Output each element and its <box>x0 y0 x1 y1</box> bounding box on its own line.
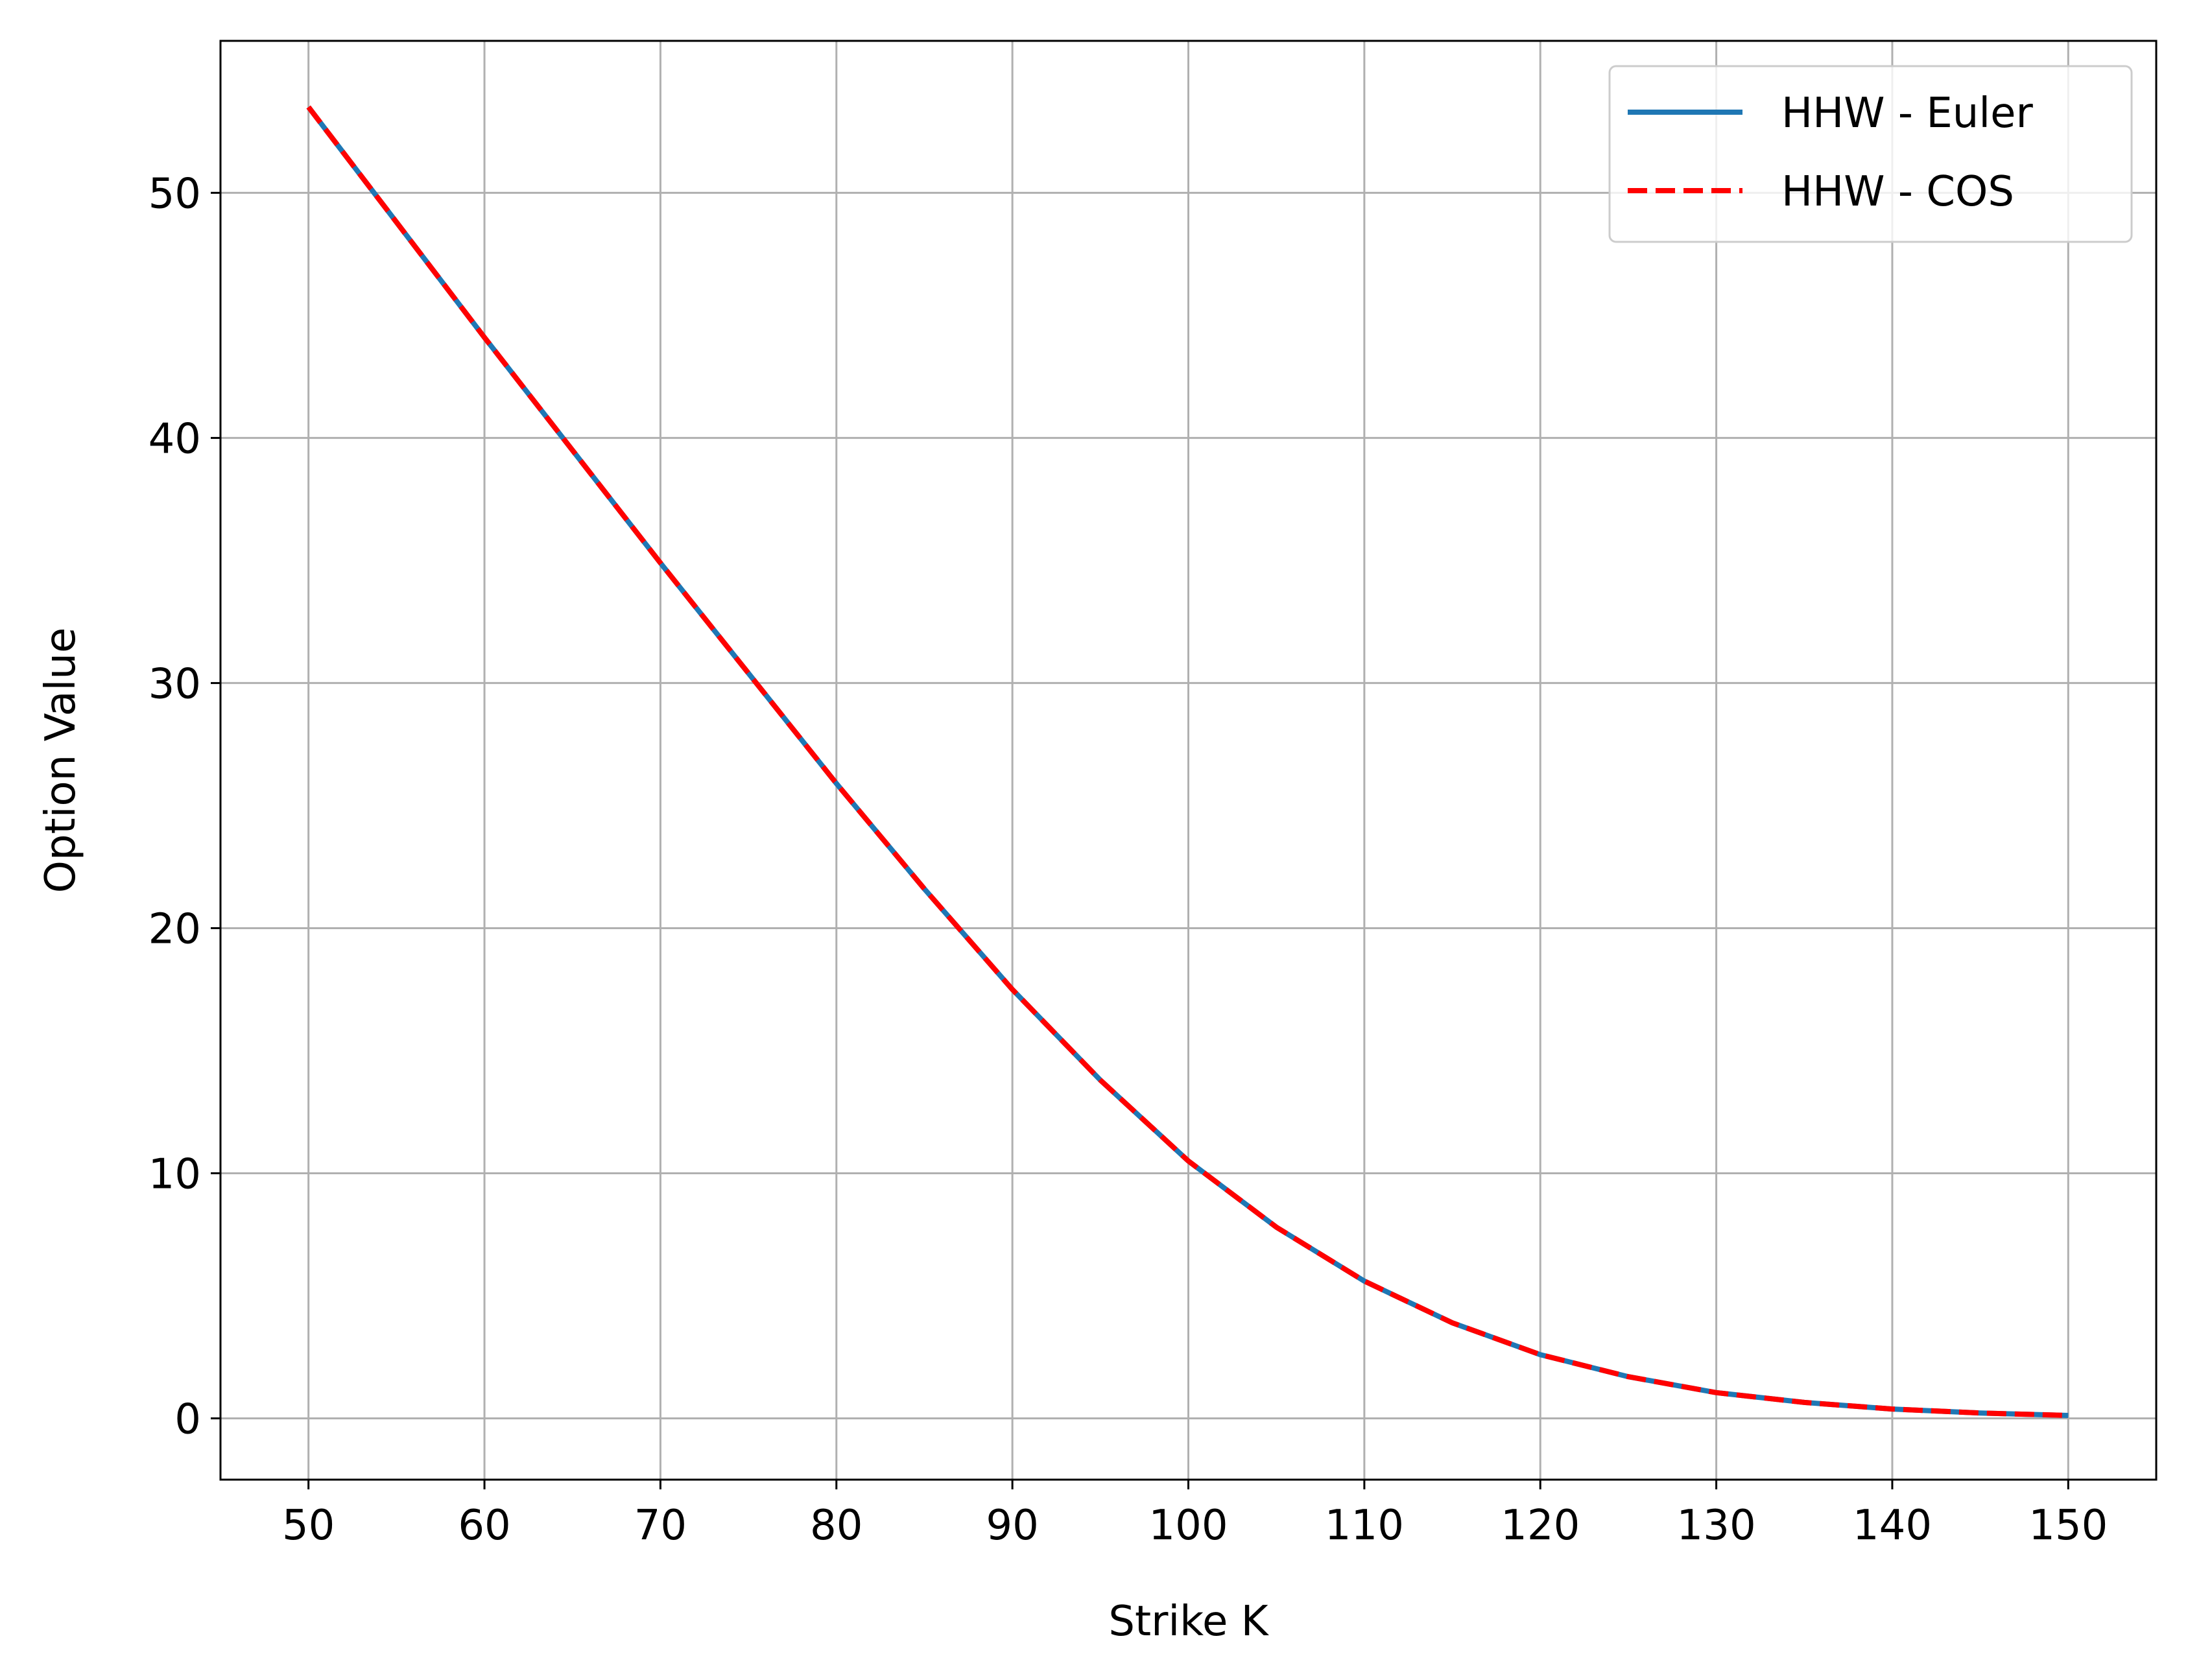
y-tick-label: 20 <box>149 905 201 953</box>
x-tick-label: 130 <box>1677 1502 1756 1550</box>
x-tick-label: 50 <box>282 1502 335 1550</box>
x-tick-label: 150 <box>2028 1502 2108 1550</box>
x-tick-label: 120 <box>1501 1502 1580 1550</box>
y-tick-label: 50 <box>149 170 201 218</box>
x-tick-label: 70 <box>634 1502 687 1550</box>
x-tick-label: 80 <box>810 1502 862 1550</box>
y-tick-label: 40 <box>149 415 201 463</box>
y-axis-label: Option Value <box>37 628 85 893</box>
x-tick-label: 110 <box>1325 1502 1404 1550</box>
legend-label-euler: HHW - Euler <box>1781 89 2033 137</box>
x-tick-label: 100 <box>1148 1502 1228 1550</box>
y-tick-label: 30 <box>149 660 201 708</box>
y-tick-label: 0 <box>174 1395 201 1443</box>
series-line-cos <box>306 105 2069 1418</box>
legend: HHW - Euler HHW - COS <box>1608 65 2133 243</box>
x-axis-label: Strike K <box>1108 1598 1269 1646</box>
y-tick-label: 10 <box>149 1150 201 1198</box>
legend-label-cos: HHW - COS <box>1781 168 2014 216</box>
x-tick-label: 90 <box>986 1502 1038 1550</box>
grid <box>220 41 2156 1480</box>
y-axis: 0 10 20 30 40 50 <box>149 170 220 1443</box>
x-tick-label: 60 <box>458 1502 510 1550</box>
x-axis: 50 60 70 80 90 100 110 120 130 140 150 <box>282 1480 2108 1550</box>
series-layer <box>306 105 2069 1418</box>
x-tick-label: 140 <box>1853 1502 1932 1550</box>
